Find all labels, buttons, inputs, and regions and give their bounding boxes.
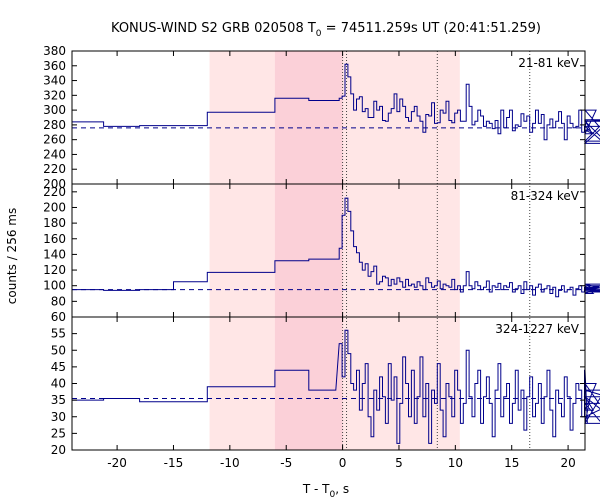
- ytick-label-0-1: 220: [43, 162, 66, 176]
- ytick-label-1-5: 160: [43, 232, 66, 246]
- ytick-label-0-0: 200: [43, 177, 66, 191]
- ytick-label-1-4: 140: [43, 247, 66, 261]
- ytick-label-2-3: 35: [51, 393, 66, 407]
- panel-label-2: 324-1227 keV: [495, 322, 579, 336]
- xtick-label-7: 15: [504, 456, 519, 470]
- xtick-label-6: 10: [448, 456, 463, 470]
- xtick-label-2: -10: [220, 456, 240, 470]
- shaded-intervals: [209, 51, 460, 450]
- ytick-label-2-6: 50: [51, 343, 66, 357]
- chart-title: KONUS-WIND S2 GRB 020508 T0 = 74511.259s…: [111, 21, 541, 39]
- light-curve-0: [72, 63, 600, 144]
- ytick-label-2-4: 40: [51, 377, 66, 391]
- xtick-label-5: 5: [395, 456, 403, 470]
- ytick-label-1-7: 200: [43, 200, 66, 214]
- ytick-label-1-2: 100: [43, 279, 66, 293]
- ytick-label-1-1: 80: [51, 294, 66, 308]
- panel-frames: 21-81 keV 81-324 keV 324-1227 keV: [71, 50, 586, 451]
- ytick-label-1-8: 220: [43, 185, 66, 199]
- x-axis-label: T - T0, s: [302, 482, 349, 500]
- xtick-label-3: -5: [280, 456, 292, 470]
- light-curve-2: [72, 329, 600, 444]
- y-axis-label: counts / 256 ms: [5, 208, 19, 304]
- ytick-label-0-3: 260: [43, 133, 66, 147]
- ytick-label-0-6: 320: [43, 88, 66, 102]
- axis-ticks: 2002202402602803003203403603806080100120…: [43, 44, 585, 470]
- ytick-label-0-4: 280: [43, 118, 66, 132]
- ytick-label-2-1: 25: [51, 426, 66, 440]
- panel-label-1: 81-324 keV: [511, 189, 580, 203]
- xtick-label-8: 20: [560, 456, 575, 470]
- ytick-label-2-7: 55: [51, 327, 66, 341]
- ytick-label-2-5: 45: [51, 360, 66, 374]
- ytick-label-0-8: 360: [43, 59, 66, 73]
- ytick-label-1-0: 60: [51, 310, 66, 324]
- xtick-label-1: -15: [164, 456, 184, 470]
- ytick-label-1-3: 120: [43, 263, 66, 277]
- ytick-label-2-0: 20: [51, 443, 66, 457]
- ytick-label-0-5: 300: [43, 103, 66, 117]
- ytick-label-1-6: 180: [43, 216, 66, 230]
- xtick-label-0: -20: [107, 456, 127, 470]
- xtick-label-4: 0: [339, 456, 347, 470]
- ytick-label-0-9: 380: [43, 44, 66, 58]
- ytick-label-0-2: 240: [43, 147, 66, 161]
- light-curves: [72, 63, 600, 444]
- panel-label-0: 21-81 keV: [518, 56, 580, 70]
- ytick-label-0-7: 340: [43, 74, 66, 88]
- ytick-label-2-2: 30: [51, 410, 66, 424]
- light-curve-1: [72, 197, 600, 298]
